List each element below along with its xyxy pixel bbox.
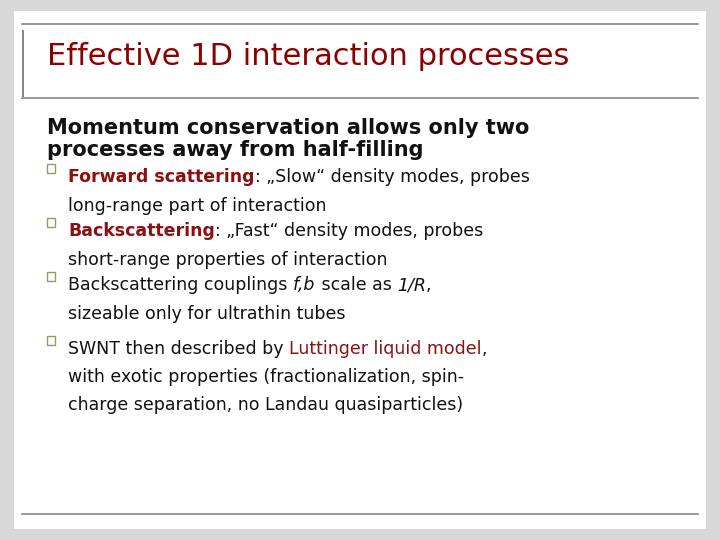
Text: scale as: scale as (315, 276, 397, 294)
Text: short-range properties of interaction: short-range properties of interaction (68, 251, 388, 268)
Text: processes away from half-filling: processes away from half-filling (47, 140, 423, 160)
Text: : „Fast“ density modes, probes: : „Fast“ density modes, probes (215, 222, 484, 240)
Text: 1/R: 1/R (397, 276, 426, 294)
Text: Backscattering: Backscattering (68, 222, 215, 240)
Text: SWNT then described by: SWNT then described by (68, 340, 289, 358)
Text: Momentum conservation allows only two: Momentum conservation allows only two (47, 118, 529, 138)
Text: : „Slow“ density modes, probes: : „Slow“ density modes, probes (255, 168, 530, 186)
Text: long-range part of interaction: long-range part of interaction (68, 197, 327, 214)
Text: ,: , (426, 276, 431, 294)
Text: Effective 1D interaction processes: Effective 1D interaction processes (47, 42, 570, 71)
Text: Forward scattering: Forward scattering (68, 168, 255, 186)
Text: Luttinger liquid model: Luttinger liquid model (289, 340, 482, 358)
Text: sizeable only for ultrathin tubes: sizeable only for ultrathin tubes (68, 305, 346, 322)
Text: with exotic properties (fractionalization, spin-: with exotic properties (fractionalizatio… (68, 368, 464, 386)
Text: Backscattering couplings: Backscattering couplings (68, 276, 293, 294)
Text: charge separation, no Landau quasiparticles): charge separation, no Landau quasipartic… (68, 396, 464, 414)
Text: ,: , (482, 340, 487, 358)
Text: f,b: f,b (293, 276, 315, 294)
